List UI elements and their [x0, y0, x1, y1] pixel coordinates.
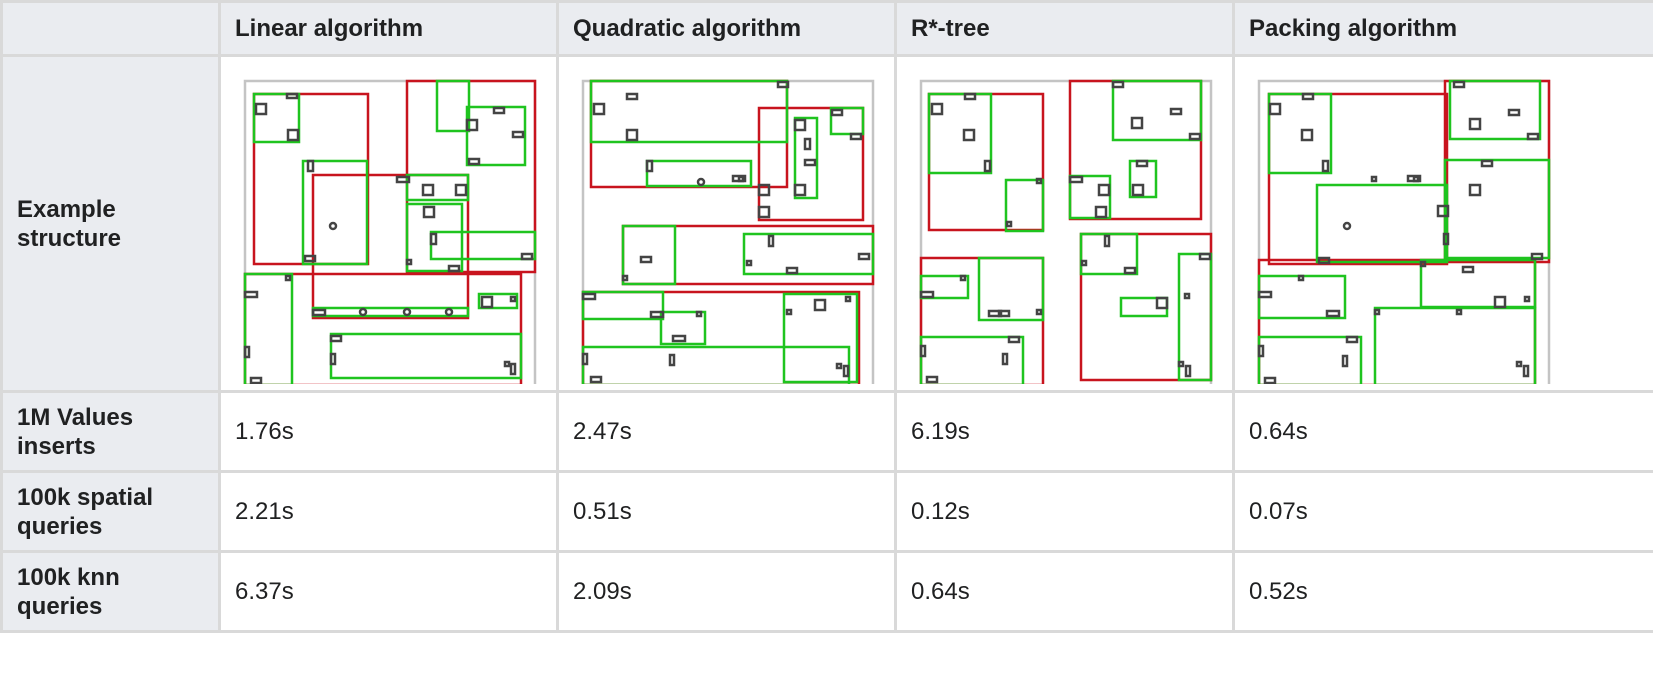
rtree-diagram-packing	[1257, 79, 1551, 384]
cell-rstar-diagram	[894, 54, 1235, 393]
cell-quadratic-spatial: 0.51s	[556, 470, 897, 553]
cell-quadratic-diagram	[556, 54, 897, 393]
cell-quadratic-knn: 2.09s	[556, 550, 897, 633]
cell-packing-knn: 0.52s	[1232, 550, 1653, 633]
cell-rstar-inserts: 6.19s	[894, 390, 1235, 473]
header-rstar-tree: R*-tree	[894, 0, 1235, 57]
row-100k-knn-queries: 100k knn queries 6.37s 2.09s 0.64s 0.52s	[0, 550, 1653, 633]
cell-packing-diagram	[1232, 54, 1653, 393]
header-linear-algorithm: Linear algorithm	[218, 0, 559, 57]
cell-rstar-spatial: 0.12s	[894, 470, 1235, 553]
row-1m-values-inserts: 1M Values inserts 1.76s 2.47s 6.19s 0.64…	[0, 390, 1653, 473]
rtree-diagram-linear	[243, 79, 537, 384]
rtree-diagram-rstar	[919, 79, 1213, 384]
corner-header	[0, 0, 221, 57]
row-label-100k-knn-queries: 100k knn queries	[0, 550, 221, 633]
header-row: Linear algorithm Quadratic algorithm R*-…	[0, 0, 1653, 57]
row-example-structure: Example structure	[0, 54, 1653, 393]
row-100k-spatial-queries: 100k spatial queries 2.21s 0.51s 0.12s 0…	[0, 470, 1653, 553]
cell-linear-knn: 6.37s	[218, 550, 559, 633]
row-label-100k-spatial-queries: 100k spatial queries	[0, 470, 221, 553]
cell-linear-inserts: 1.76s	[218, 390, 559, 473]
rtree-comparison-table: Linear algorithm Quadratic algorithm R*-…	[0, 0, 1653, 633]
cell-packing-spatial: 0.07s	[1232, 470, 1653, 553]
cell-rstar-knn: 0.64s	[894, 550, 1235, 633]
row-label-1m-values-inserts: 1M Values inserts	[0, 390, 221, 473]
header-quadratic-algorithm: Quadratic algorithm	[556, 0, 897, 57]
rtree-diagram-quadratic	[581, 79, 875, 384]
row-label-example-structure: Example structure	[0, 54, 221, 393]
header-packing-algorithm: Packing algorithm	[1232, 0, 1653, 57]
cell-packing-inserts: 0.64s	[1232, 390, 1653, 473]
cell-quadratic-inserts: 2.47s	[556, 390, 897, 473]
cell-linear-diagram	[218, 54, 559, 393]
cell-linear-spatial: 2.21s	[218, 470, 559, 553]
